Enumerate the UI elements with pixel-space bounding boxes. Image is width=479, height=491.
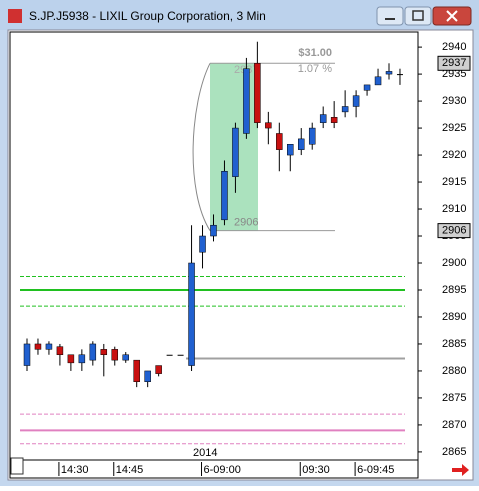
measure-percent: 1.07 %	[298, 63, 332, 75]
candle-body	[177, 354, 184, 356]
candle-body	[243, 68, 250, 134]
price-tag-label: 2906	[442, 225, 466, 237]
candle-body	[56, 346, 64, 356]
y-tick-label: 2880	[442, 365, 466, 377]
y-tick-label: 2920	[442, 149, 466, 161]
candle-body	[166, 354, 173, 356]
x-tick-label: 14:30	[61, 464, 89, 476]
y-tick-label: 2900	[442, 257, 466, 269]
candle-body	[144, 370, 151, 382]
price-tag-label: 2937	[442, 57, 466, 69]
candle-body	[67, 354, 75, 364]
candle-body	[265, 122, 272, 129]
candle-body	[89, 343, 97, 361]
candle-body	[111, 349, 119, 361]
year-label: 2014	[193, 447, 217, 459]
y-tick-label: 2885	[442, 338, 466, 350]
candle-body	[199, 235, 206, 253]
scroll-arrow[interactable]	[452, 464, 469, 476]
candle-body	[254, 63, 261, 123]
time-axis	[9, 459, 419, 479]
candle-body	[396, 74, 403, 76]
y-tick-label: 2915	[442, 176, 466, 188]
candle-body	[330, 117, 338, 123]
window-title: S.JP.J5938 - LIXIL Group Corporation, 3 …	[29, 9, 266, 23]
maximize-button[interactable]	[404, 6, 432, 26]
x-tick-label: 6-09:00	[204, 464, 241, 476]
candle-body	[319, 114, 327, 123]
candle-body	[341, 106, 349, 113]
candle-body	[45, 343, 53, 350]
y-tick-label: 2910	[442, 203, 466, 215]
candle-body	[276, 133, 283, 150]
candle-body	[78, 354, 86, 364]
candle-body	[287, 144, 294, 156]
candle-body	[34, 343, 42, 350]
price-tag	[437, 223, 471, 239]
candle-body	[188, 262, 195, 366]
close-glyph	[446, 10, 458, 22]
candle-body	[122, 354, 129, 361]
candle-body	[363, 84, 371, 91]
measure-from-label: 2906	[234, 217, 258, 229]
y-tick-label: 2890	[442, 311, 466, 323]
candle-body	[352, 95, 360, 107]
x-tick-label: 6-09:45	[357, 464, 394, 476]
candle-body	[210, 224, 217, 237]
measure-change: $31.00	[298, 47, 332, 59]
candle-body	[298, 138, 305, 150]
maximize-glyph	[412, 10, 424, 21]
y-tick-label: 2895	[442, 284, 466, 296]
minimize-button[interactable]	[376, 6, 404, 26]
x-tick-label: 14:45	[116, 464, 144, 476]
x-tick-label: 09:30	[302, 464, 330, 476]
candle-body	[155, 365, 162, 374]
candle-body	[232, 127, 239, 177]
candle-body	[221, 170, 228, 221]
y-tick-label: 2940	[442, 41, 466, 53]
candle-body	[374, 76, 382, 86]
candle-body	[133, 359, 140, 382]
price-tag	[437, 55, 471, 71]
y-tick-label: 2875	[442, 392, 466, 404]
candle-body	[385, 71, 393, 75]
y-tick-label: 2935	[442, 68, 466, 80]
candle-body	[100, 349, 108, 356]
measure-arc	[192, 63, 211, 231]
candle-body	[23, 343, 31, 366]
y-tick-label: 2930	[442, 95, 466, 107]
y-tick-label: 2925	[442, 122, 466, 134]
y-tick-label: 2865	[442, 446, 466, 458]
corner-button[interactable]	[10, 457, 24, 475]
y-tick-label: 2870	[442, 419, 466, 431]
window-icon	[8, 9, 22, 23]
candle-body	[308, 127, 316, 145]
